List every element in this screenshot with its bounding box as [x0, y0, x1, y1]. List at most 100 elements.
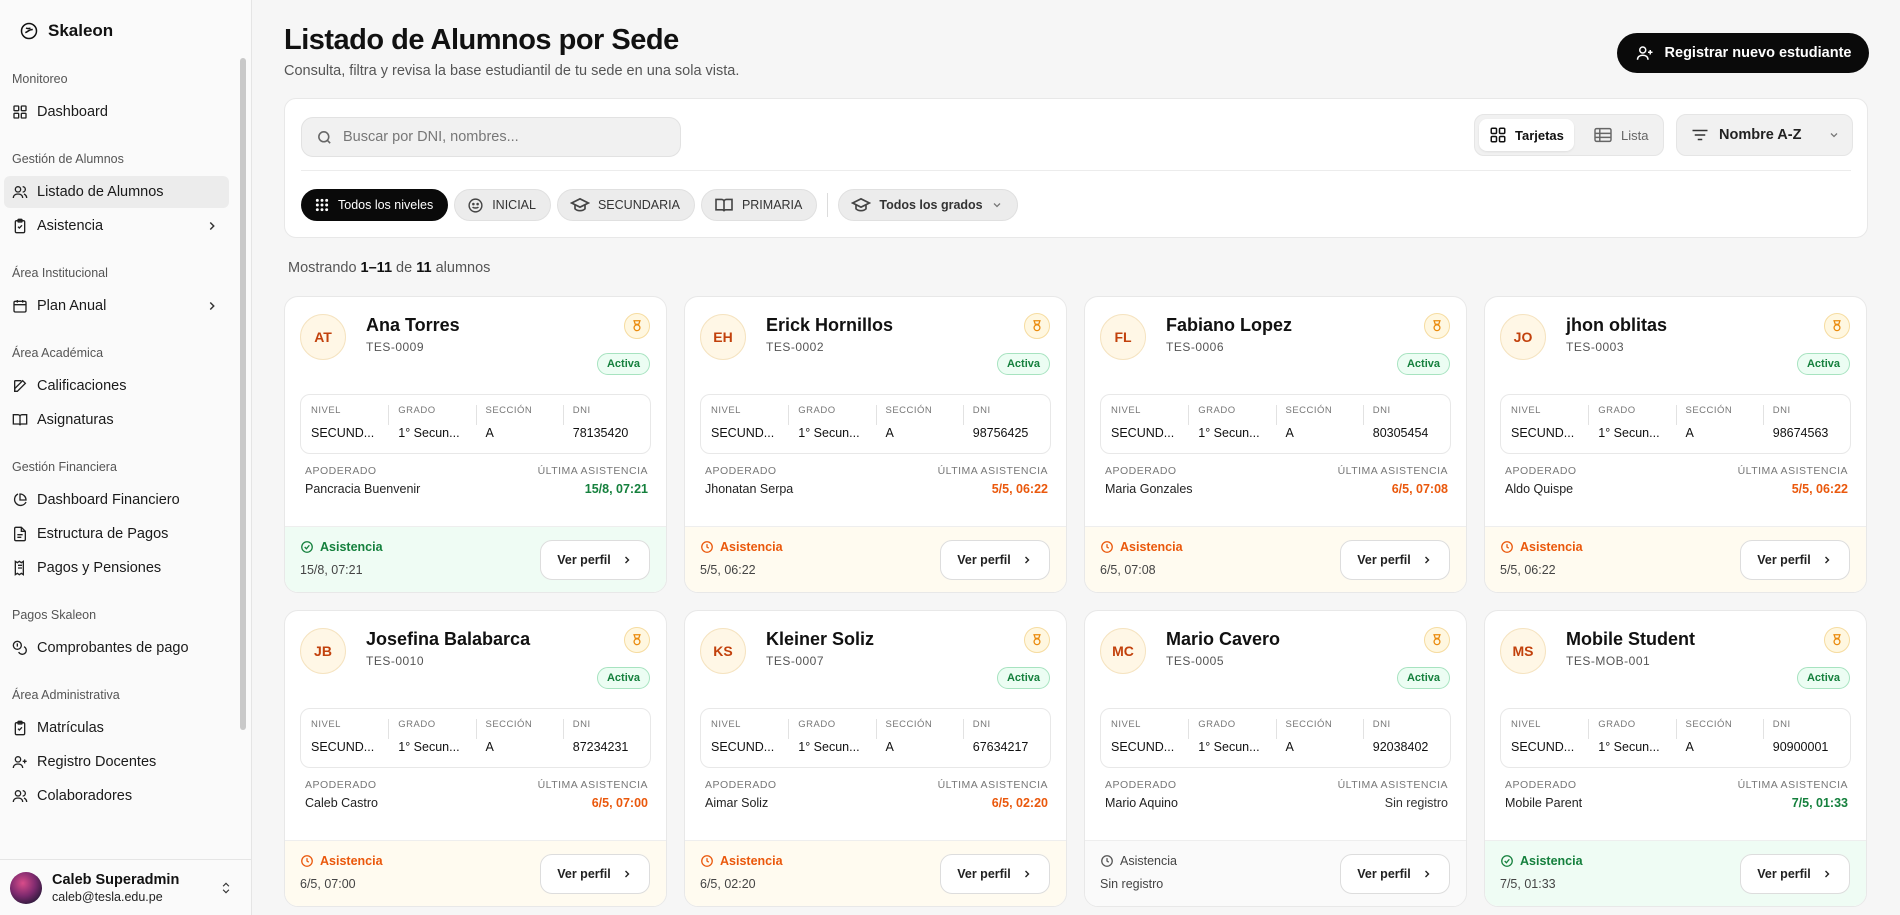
sidebar-item-dashboard-financiero[interactable]: Dashboard Financiero — [4, 484, 229, 516]
view-profile-button[interactable]: Ver perfil — [1340, 854, 1450, 894]
student-initials: KS — [700, 628, 746, 674]
info-label: GRADO — [1198, 719, 1236, 730]
sidebar-item-plan-anual[interactable]: Plan Anual — [4, 290, 229, 322]
clock-icon — [701, 855, 713, 867]
nav-group: Área Administrativa Matrículas Registro Do… — [0, 678, 237, 812]
student-code: TES-0010 — [366, 654, 425, 668]
view-profile-button[interactable]: Ver perfil — [1740, 540, 1850, 580]
sidebar-item-label: Pagos y Pensiones — [37, 560, 162, 576]
student-name: Fabiano Lopez — [1166, 315, 1292, 335]
view-profile-button[interactable]: Ver perfil — [940, 854, 1050, 894]
guardian-label: APODERADO — [305, 465, 377, 477]
info-value: 1° Secun... — [398, 740, 460, 754]
clipboard-icon-wrap — [12, 720, 28, 736]
filter-primaria[interactable]: PRIMARIA — [700, 189, 818, 221]
view-list-button[interactable]: Lista — [1583, 119, 1658, 151]
info-value: A — [1285, 740, 1294, 754]
sidebar-item-pagos-y-pensiones[interactable]: Pagos y Pensiones — [4, 552, 229, 584]
student-card[interactable]: FL Fabiano Lopez TES-0006 Activa NIVEL SECUND… — [1084, 296, 1467, 593]
filter-secundaria[interactable]: SECUNDARIA — [556, 189, 695, 221]
sidebar-item-label: Calificaciones — [37, 378, 127, 394]
sort-select[interactable]: Nombre A-Z — [1676, 114, 1853, 156]
sidebar-item-registro-docentes[interactable]: Registro Docentes — [4, 746, 229, 778]
info-value: 1° Secun... — [1598, 426, 1660, 440]
student-card[interactable]: AT Ana Torres TES-0009 Activa NIVEL SECUND...… — [284, 296, 667, 593]
student-card[interactable]: MC Mario Cavero TES-0005 Activa NIVEL SECUND.… — [1084, 610, 1467, 907]
nav-group-title: Gestión Financiera — [12, 460, 117, 474]
student-card[interactable]: EH Erick Hornillos TES-0002 Activa NIVEL SECU… — [684, 296, 1067, 593]
chevron-right-icon — [1424, 556, 1430, 564]
user-menu[interactable]: Caleb Superadmin caleb@tesla.edu.pe — [0, 859, 251, 915]
sidebar-item-comprobantes-de-pago[interactable]: Comprobantes de pago — [4, 632, 229, 664]
view-profile-button[interactable]: Ver perfil — [540, 854, 650, 894]
info-label: GRADO — [398, 719, 436, 730]
sidebar-item-matriculas[interactable]: Matrículas — [4, 712, 229, 744]
sidebar-item-colaboradores[interactable]: Colaboradores — [4, 780, 229, 812]
card-footer: Asistencia 6/5, 07:08 Ver perfil — [1085, 526, 1466, 592]
sidebar-item-dashboard[interactable]: Dashboard — [4, 96, 229, 128]
results-range: 1–11 — [360, 260, 393, 276]
chevron-right-icon — [209, 301, 215, 311]
pie-icon — [13, 493, 27, 507]
register-student-button[interactable]: Registrar nuevo estudiante — [1617, 33, 1869, 73]
info-label: SECCIÓN — [485, 719, 533, 730]
info-grado: GRADO 1° Secun... — [1188, 395, 1275, 453]
nav-group: Área Institucional Plan Anual — [0, 256, 237, 322]
sidebar-item-asignaturas[interactable]: Asignaturas — [4, 404, 229, 436]
info-nivel: NIVEL SECUND... — [1101, 709, 1188, 767]
grade-filter-label: Todos los grados — [879, 198, 983, 212]
info-label: NIVEL — [311, 405, 341, 416]
coins-icon-wrap — [12, 640, 28, 656]
student-name: Josefina Balabarca — [366, 629, 531, 649]
sidebar-scrollbar[interactable] — [240, 58, 246, 730]
attendance-time: 5/5, 06:22 — [700, 563, 756, 577]
chevron-right-icon — [1824, 870, 1830, 878]
view-profile-label: Ver perfil — [1757, 867, 1811, 881]
results-total: 11 — [416, 260, 432, 276]
guardian-label: APODERADO — [705, 779, 777, 791]
info-value: SECUND... — [311, 740, 375, 754]
student-info-box: NIVEL SECUND... GRADO 1° Secun... SECCIÓN A DN… — [300, 708, 651, 768]
info-value: A — [1285, 426, 1294, 440]
sidebar-item-estructura-de-pagos[interactable]: Estructura de Pagos — [4, 518, 229, 550]
attendance-status: Asistencia — [300, 854, 383, 868]
view-profile-button[interactable]: Ver perfil — [1740, 854, 1850, 894]
chevron-right-icon — [209, 221, 215, 231]
student-code: TES-0005 — [1166, 654, 1225, 668]
info-label: NIVEL — [311, 719, 341, 730]
student-info-box: NIVEL SECUND... GRADO 1° Secun... SECCIÓN A DN… — [1100, 394, 1451, 454]
info-value: 80305454 — [1372, 426, 1429, 440]
grade-filter-select[interactable]: Todos los grados — [838, 189, 1018, 221]
view-profile-button[interactable]: Ver perfil — [540, 540, 650, 580]
info-seccion: SECCIÓN A — [1675, 709, 1763, 767]
view-profile-button[interactable]: Ver perfil — [1340, 540, 1450, 580]
medal-icon — [1824, 313, 1850, 339]
filter-inicial[interactable]: INICIAL — [454, 189, 551, 221]
info-dni: DNI 98756425 — [962, 395, 1050, 453]
edit-icon — [14, 379, 27, 392]
student-card[interactable]: JO jhon oblitas TES-0003 Activa NIVEL SECUND.… — [1484, 296, 1867, 593]
student-card[interactable]: KS Kleiner Soliz TES-0007 Activa NIVEL SECUND… — [684, 610, 1067, 907]
brand[interactable]: Skaleon — [0, 0, 251, 48]
guardian-name: Pancracia Buenvenir — [305, 482, 421, 496]
sidebar-item-asistencia[interactable]: Asistencia — [4, 210, 229, 242]
filter-all-levels[interactable]: Todos los niveles — [301, 189, 449, 221]
student-initials: MC — [1100, 628, 1146, 674]
info-label: DNI — [1772, 719, 1791, 730]
search-box[interactable] — [301, 117, 681, 157]
student-card[interactable]: JB Josefina Balabarca TES-0010 Activa NIVEL S… — [284, 610, 667, 907]
view-cards-button[interactable]: Tarjetas — [1479, 119, 1574, 151]
last-attendance-value: 7/5, 01:33 — [1791, 796, 1848, 810]
view-profile-button[interactable]: Ver perfil — [940, 540, 1050, 580]
book-icon — [12, 414, 28, 426]
info-value: A — [485, 426, 494, 440]
sidebar-item-listado-de-alumnos[interactable]: Listado de Alumnos — [4, 176, 229, 208]
info-value: A — [1685, 426, 1694, 440]
nav-group-title: Monitoreo — [12, 72, 68, 86]
sidebar-item-calificaciones[interactable]: Calificaciones — [4, 370, 229, 402]
student-initials: MS — [1500, 628, 1546, 674]
search-input[interactable] — [343, 129, 643, 145]
student-card[interactable]: MS Mobile Student TES-MOB-001 Activa NIVEL SE… — [1484, 610, 1867, 907]
attendance-status: Asistencia — [1100, 854, 1177, 868]
clock-icon — [301, 855, 313, 867]
